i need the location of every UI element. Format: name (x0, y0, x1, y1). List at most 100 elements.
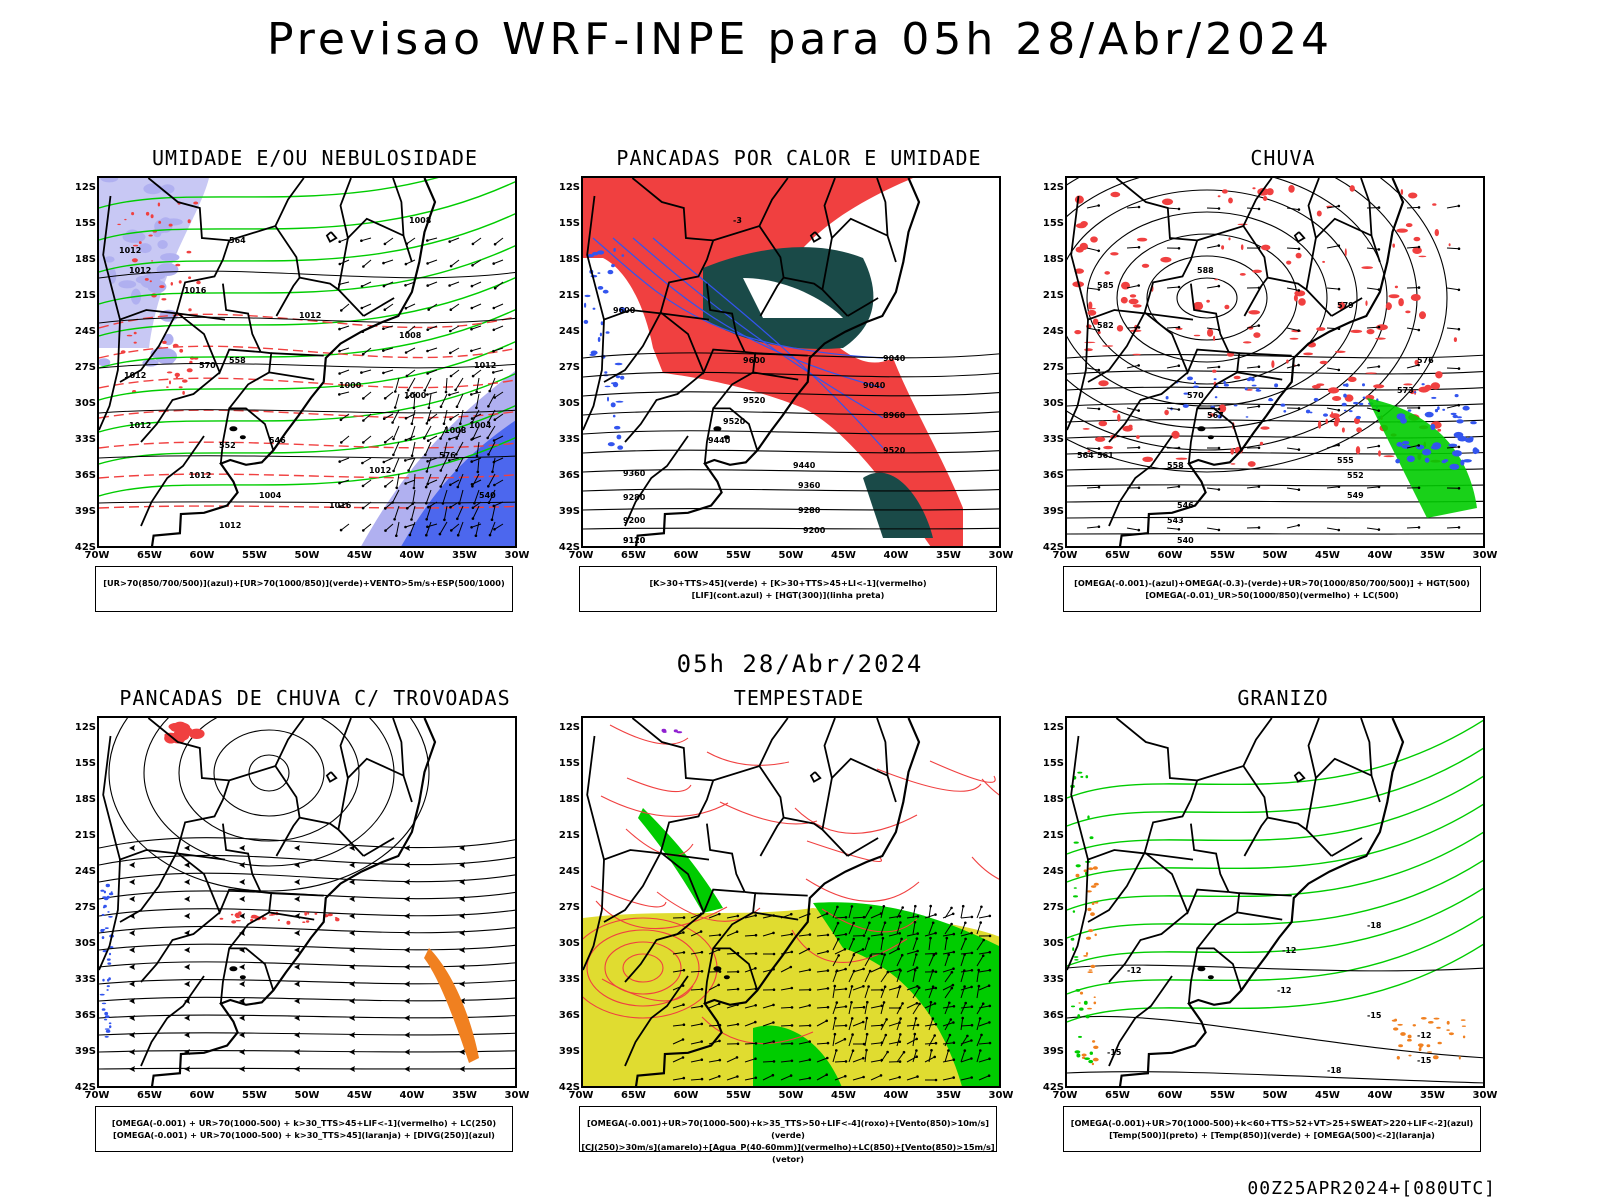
red-speck (144, 278, 149, 281)
stream-arrow (294, 1015, 300, 1021)
legend-box: [UR>70(850/700/500)](azul)+[UR>70(1000/8… (95, 566, 513, 612)
wind-vector-head (449, 329, 452, 333)
orange-omega (1446, 1020, 1450, 1025)
orange-omega (1093, 882, 1099, 886)
state-border (274, 178, 305, 227)
wind-vector (672, 969, 684, 973)
red-speck (179, 348, 184, 353)
red-precip (1311, 384, 1321, 389)
blue-precip (1448, 443, 1458, 447)
wind-vector (426, 457, 432, 472)
red-speck (161, 298, 167, 301)
hgt-contour (1067, 178, 1388, 429)
wind-vector-head (491, 470, 494, 474)
wind-vector (780, 1075, 792, 1081)
wind-vector (1086, 486, 1100, 489)
state-border (586, 735, 710, 861)
lon-tick-label: 55W (242, 1090, 267, 1101)
wind-vector (412, 489, 416, 504)
wind-vector (870, 913, 882, 919)
contour-label: -3 (733, 216, 742, 225)
wind-vector-head (852, 921, 855, 925)
lat-tick-label: 21S (74, 830, 96, 841)
blue-precip (1413, 391, 1417, 394)
orange-omega (1446, 1029, 1450, 1031)
pressure-contour (99, 501, 515, 504)
wind-vector (672, 1004, 684, 1009)
wind-vector-head (950, 906, 953, 910)
wind-vector-head (934, 931, 937, 935)
map-frame[interactable] (97, 716, 517, 1088)
red-precip (1350, 329, 1363, 333)
orange-omega (1460, 1019, 1466, 1021)
lon-tick-label: 70W (568, 1090, 594, 1101)
state-border (1108, 435, 1173, 527)
stream-arrow (294, 879, 300, 885)
wind-vector-head (700, 1077, 704, 1081)
wind-vector-head (852, 937, 855, 941)
wind-vector-head (426, 372, 429, 375)
wind-vector-head (865, 1016, 869, 1020)
lat-tick-label: 33S (1042, 434, 1064, 445)
wind-vector (406, 325, 416, 333)
orange-omega (1094, 933, 1097, 937)
map-frame[interactable] (581, 716, 1001, 1088)
map-svg: 1012101210161012100810121012101210161012… (99, 178, 515, 546)
wind-vector (384, 303, 394, 311)
contour-label: 546 (1177, 501, 1194, 510)
wind-vector (928, 1018, 934, 1031)
state-border (712, 351, 757, 409)
wind-vector-head (915, 966, 919, 969)
hgt-contour (583, 371, 999, 378)
map-frame[interactable]: 588 585 582 579 576 573 570 567 564 561 558 555 552 5… (1065, 176, 1485, 548)
orange-omega (1088, 929, 1094, 933)
wind-vector (690, 1005, 702, 1009)
map-frame[interactable]: 9600 9600 9520 9520 9440 9360 9280 9200 9120 9040… (581, 176, 1001, 548)
wind-vector (1446, 404, 1459, 409)
orange-omega (1085, 952, 1089, 956)
blue-divg (108, 952, 112, 956)
blue-precip (1245, 416, 1249, 418)
wind-vector-head (754, 1042, 758, 1045)
contour-label: 1012 (129, 421, 151, 430)
state-border (712, 224, 785, 278)
red-precip (1349, 185, 1355, 192)
wind-vector-head (1337, 287, 1341, 291)
lat-tick-label: 15S (1042, 758, 1064, 769)
wind-vector (1406, 364, 1419, 369)
state-border (1087, 851, 1146, 923)
red-precip (1097, 331, 1101, 334)
wind-vector-head (382, 284, 386, 288)
wind-vector (928, 1050, 932, 1063)
map-frame[interactable]: -12 -12 -12 -15 -15 -18 -12 -18 -15 (1065, 716, 1485, 1088)
contour-label: 1012 (129, 266, 151, 275)
wind-vector (1446, 526, 1460, 529)
lake-marker (713, 426, 722, 432)
wind-vector-head (383, 308, 387, 311)
map-frame[interactable]: 1012 1012 1016 1012 1008 1012 1012 1012 1016 1012… (97, 176, 517, 548)
orange-omega (1408, 1054, 1412, 1057)
wind-vector-head (963, 969, 966, 972)
wind-vector-head (362, 265, 365, 268)
blue-divg (110, 891, 113, 894)
lon-tick-label: 40W (399, 1090, 425, 1101)
wind-vector-head (1257, 405, 1261, 408)
contour-label: 9280 (798, 506, 821, 515)
legend-box: [OMEGA(-0.001)-(azul)+OMEGA(-0.3)-(verde… (1063, 566, 1481, 612)
blue-divg (101, 1008, 106, 1011)
wind-vector (978, 1021, 990, 1027)
contour-label: 540 (479, 491, 496, 500)
wind-vector-head (1457, 204, 1461, 208)
wind-vector-head (338, 460, 341, 463)
wind-vector (405, 457, 416, 461)
red-precip (1088, 301, 1093, 310)
wind-vector-head (1417, 363, 1420, 367)
wind-vector (440, 393, 448, 407)
lc-contour (626, 777, 692, 793)
wind-vector (405, 347, 416, 353)
wind-vector-head (868, 921, 871, 925)
wind-vector-head (900, 937, 903, 941)
orange-omega (1461, 1025, 1466, 1027)
state-border (347, 757, 413, 803)
red-speck (158, 220, 162, 224)
